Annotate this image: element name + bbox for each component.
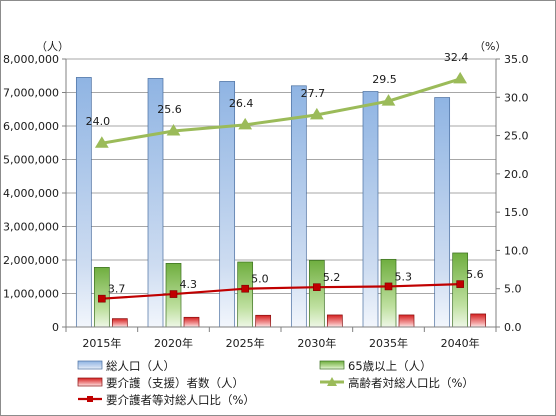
marker-square xyxy=(241,284,249,293)
right-axis-tick-label: 0.0 xyxy=(504,321,522,334)
legend-marker-care-ratio xyxy=(87,396,93,402)
bar-care-recipients xyxy=(183,316,200,328)
right-axis-tick-label: 30.0 xyxy=(504,91,529,104)
left-axis-tick-label: 0 xyxy=(52,321,59,334)
bar-total-population xyxy=(290,85,307,328)
bar-care-recipients xyxy=(470,313,487,328)
x-axis-tick-label: 2020年 xyxy=(154,336,193,350)
bar-total-population xyxy=(434,97,451,328)
left-axis-tick-label: 5,000,000 xyxy=(3,154,59,167)
data-label: 5.3 xyxy=(395,270,413,283)
data-label: 24.0 xyxy=(86,115,111,128)
bar-care-recipients xyxy=(111,318,128,328)
marker-square xyxy=(98,294,106,303)
bar-age-65-plus xyxy=(452,252,469,328)
data-label: 5.0 xyxy=(251,273,269,286)
left-axis-unit: （人） xyxy=(36,40,69,53)
marker-triangle xyxy=(94,136,109,148)
line-elderly-ratio xyxy=(101,77,461,145)
left-axis-tick-label: 8,000,000 xyxy=(3,53,59,66)
marker-square xyxy=(456,280,464,288)
bar-care-recipients xyxy=(398,314,415,328)
data-label: 5.2 xyxy=(323,271,341,284)
x-axis-tick-label: 2015年 xyxy=(82,336,121,350)
bar-care-recipients xyxy=(326,314,343,328)
left-axis-tick-label: 6,000,000 xyxy=(3,120,59,133)
marker-triangle xyxy=(309,107,324,120)
legend-marker-elderly-ratio xyxy=(327,377,337,386)
legend-label-elderly-ratio: 高齢者対総人口比（%） xyxy=(348,376,474,390)
line-care-ratio xyxy=(101,283,461,300)
x-axis-tick-label: 2025年 xyxy=(226,336,265,350)
data-label: 25.6 xyxy=(157,103,182,116)
marker-triangle xyxy=(166,124,181,136)
left-axis-tick-label: 3,000,000 xyxy=(3,221,59,234)
right-axis-tick-label: 5.0 xyxy=(504,283,522,296)
right-axis-tick-label: 35.0 xyxy=(504,53,529,66)
left-axis-tick-label: 7,000,000 xyxy=(3,87,59,100)
data-label: 32.4 xyxy=(444,51,469,64)
right-axis-unit: （%） xyxy=(474,40,506,53)
bar-care-recipients xyxy=(255,314,272,328)
legend-label-total-population: 総人口（人） xyxy=(106,359,175,373)
left-axis-tick-label: 1,000,000 xyxy=(3,288,59,301)
legend-label-care-ratio: 要介護者等対総人口比（%） xyxy=(106,393,255,407)
right-axis-tick-label: 10.0 xyxy=(504,244,529,257)
x-axis-tick-label: 2040年 xyxy=(441,336,480,350)
data-label: 29.5 xyxy=(372,73,397,86)
bar-total-population xyxy=(362,91,379,328)
marker-triangle xyxy=(238,117,253,130)
marker-triangle xyxy=(453,71,468,84)
legend-swatch-age-65-plus xyxy=(319,360,345,370)
right-axis-tick-label: 20.0 xyxy=(504,168,529,181)
x-axis-tick-label: 2030年 xyxy=(297,336,336,350)
marker-square xyxy=(384,282,393,291)
data-label: 26.4 xyxy=(229,97,254,110)
marker-square xyxy=(169,290,178,298)
marker-square xyxy=(313,283,321,291)
legend-swatch-total-population xyxy=(77,360,103,370)
data-label: 3.7 xyxy=(108,283,126,296)
data-label: 27.7 xyxy=(301,87,326,100)
legend-label-care-recipients: 要介護（支援）者数（人） xyxy=(106,376,244,390)
legend-label-age-65-plus: 65歳以上（人） xyxy=(348,359,432,373)
right-axis-tick-label: 25.0 xyxy=(504,130,529,143)
data-label: 4.3 xyxy=(180,278,198,291)
marker-triangle xyxy=(381,94,396,106)
right-axis-tick-label: 15.0 xyxy=(504,206,529,219)
left-axis-tick-label: 4,000,000 xyxy=(3,187,59,200)
x-axis-tick-label: 2035年 xyxy=(369,336,408,350)
legend-swatch-care-recipients xyxy=(77,377,103,387)
data-label: 5.6 xyxy=(466,268,484,281)
left-axis-tick-label: 2,000,000 xyxy=(3,254,59,267)
